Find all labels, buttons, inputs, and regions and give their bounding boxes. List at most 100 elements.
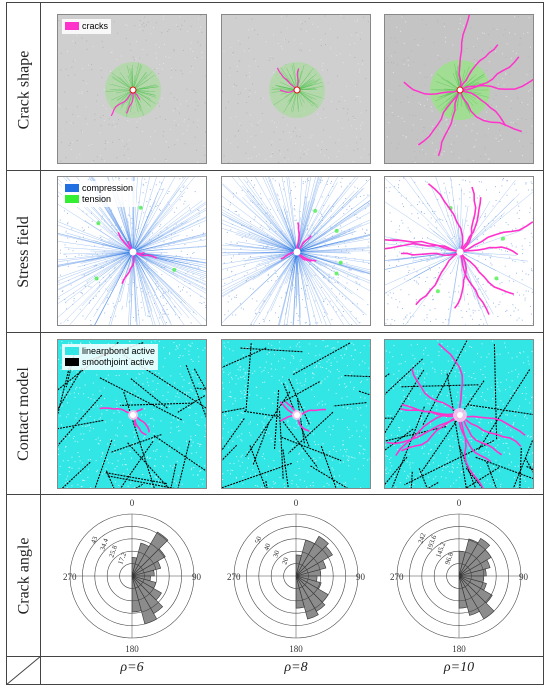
specimen-grain: [94, 113, 96, 115]
compression-dot: [275, 230, 277, 232]
particle-dot: [435, 414, 436, 416]
particle-dot: [481, 434, 483, 436]
specimen-grain: [444, 23, 445, 25]
specimen-grain: [91, 64, 92, 66]
compression-dot: [410, 252, 412, 254]
compression-chain: [58, 251, 134, 286]
particle-dot: [322, 340, 324, 342]
specimen-grain: [126, 24, 128, 26]
compression-dot: [167, 289, 169, 291]
specimen-grain: [204, 102, 206, 104]
particle-dot: [480, 356, 482, 358]
particle-dot: [325, 430, 327, 432]
compression-dot: [82, 315, 84, 317]
specimen-grain: [327, 69, 329, 71]
particle-dot: [439, 487, 440, 488]
particle-dot: [323, 485, 325, 487]
joint-line: [58, 394, 103, 447]
compression-dot: [364, 232, 366, 234]
compression-dot: [302, 299, 303, 301]
particle-dot: [334, 357, 336, 359]
compression-dot: [475, 281, 477, 283]
particle-dot: [222, 437, 224, 439]
compression-dot: [524, 238, 526, 240]
compression-dot: [238, 253, 240, 255]
compression-dot: [466, 220, 468, 222]
particle-dot: [239, 369, 241, 371]
column-label-rho-10: ρ=10: [443, 660, 475, 675]
compression-chain: [296, 246, 370, 253]
particle-dot: [126, 435, 128, 437]
particle-dot: [471, 377, 473, 378]
specimen-grain: [515, 52, 517, 54]
particle-dot: [340, 355, 342, 356]
compression-chain: [132, 251, 156, 325]
specimen-grain: [165, 56, 167, 58]
particle-dot: [529, 402, 531, 404]
compression-dot: [262, 228, 264, 230]
particle-dot: [347, 406, 349, 408]
crack-line: [121, 251, 135, 284]
particle-dot: [468, 438, 470, 440]
specimen-grain: [233, 51, 235, 53]
compression-dot: [275, 312, 276, 314]
particle-dot: [386, 467, 388, 469]
rose-label-top: 0: [130, 498, 135, 508]
compression-dot: [307, 228, 308, 230]
specimen-grain: [507, 149, 509, 151]
compression-dot: [312, 241, 314, 243]
particle-dot: [252, 345, 254, 347]
compression-dot: [530, 181, 532, 183]
specimen-grain: [77, 115, 79, 117]
compression-dot: [465, 205, 467, 207]
specimen-grain: [472, 123, 474, 125]
compression-dot: [324, 312, 326, 313]
border-bottom: [6, 684, 544, 685]
compression-dot: [267, 263, 269, 265]
particle-dot: [242, 413, 244, 414]
compression-dot: [79, 308, 81, 310]
specimen-grain: [245, 88, 247, 90]
particle-dot: [455, 354, 457, 356]
particle-dot: [133, 431, 135, 433]
particle-dot: [169, 465, 171, 467]
particle-dot: [455, 375, 457, 377]
specimen-grain: [246, 112, 248, 114]
compression-dot: [60, 249, 61, 251]
particle-dot: [65, 438, 67, 440]
compression-dot: [272, 238, 274, 240]
compression-dot: [414, 181, 416, 183]
legend-swatch-cracks: [65, 22, 79, 30]
specimen-grain: [118, 139, 120, 140]
compression-dot: [433, 213, 435, 215]
compression-dot: [162, 297, 164, 299]
compression-chain: [132, 251, 168, 253]
particle-dot: [151, 417, 153, 419]
particle-dot: [297, 425, 299, 427]
particle-dot: [329, 453, 330, 455]
specimen-grain: [273, 131, 275, 133]
compression-chain: [293, 251, 298, 325]
compression-dot: [165, 322, 167, 323]
compression-dot: [294, 219, 296, 221]
particle-dot: [200, 382, 202, 384]
compression-dot: [135, 258, 137, 260]
particle-dot: [527, 436, 529, 438]
particle-dot: [274, 348, 276, 350]
particle-dot: [508, 452, 510, 454]
specimen-grain: [450, 143, 452, 145]
specimen-grain: [101, 76, 103, 78]
compression-dot: [335, 296, 337, 298]
rose-plot-area: [69, 513, 195, 639]
compression-dot: [184, 200, 186, 202]
tension-ray: [271, 87, 298, 91]
compression-dot: [453, 302, 455, 304]
joint-line: [400, 384, 479, 388]
rose-label-top: 0: [457, 498, 462, 508]
compression-dot: [251, 298, 253, 300]
specimen-grain: [527, 32, 529, 34]
specimen-grain: [293, 131, 295, 132]
specimen-grain: [71, 148, 73, 150]
particle-dot: [257, 438, 259, 439]
particle-dot: [169, 353, 171, 355]
